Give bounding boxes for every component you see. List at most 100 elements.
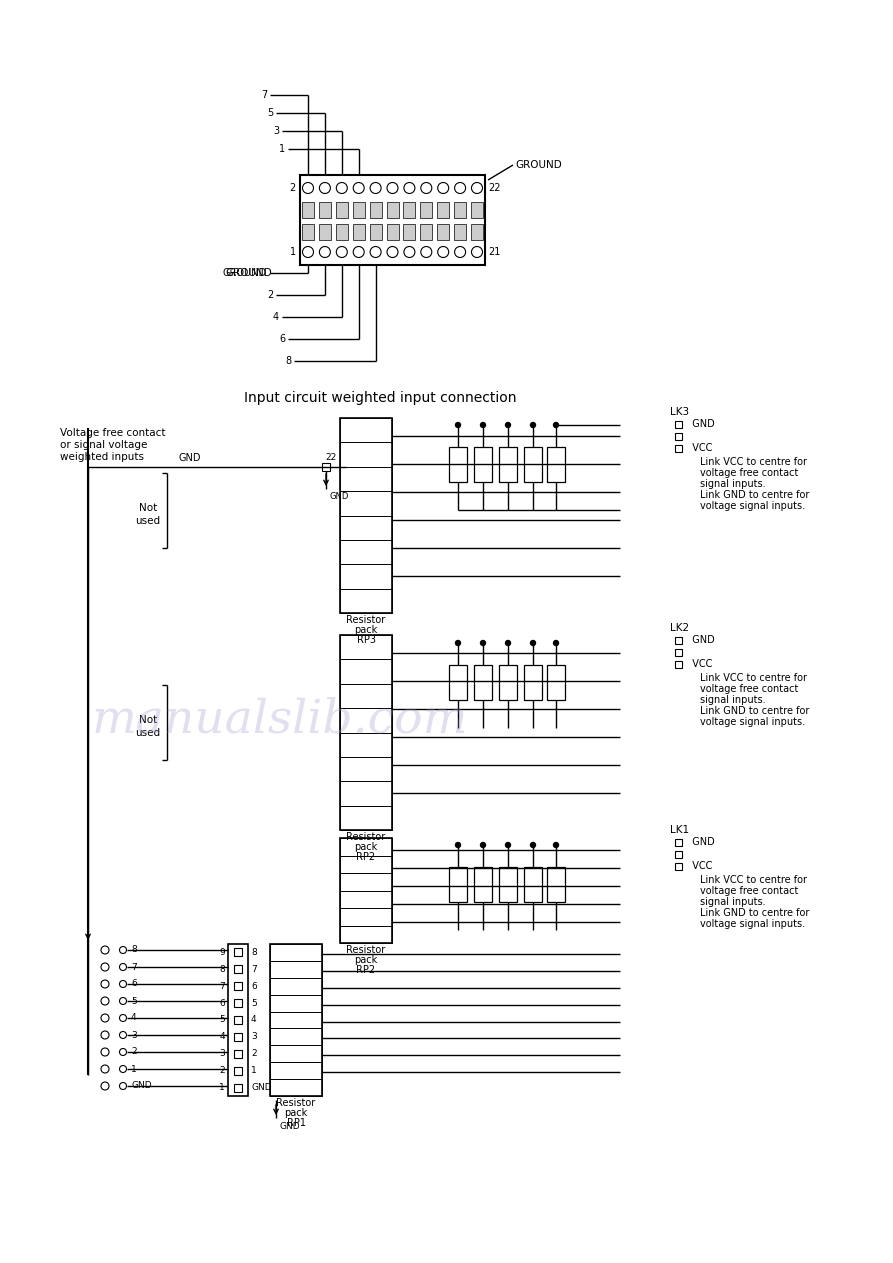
Bar xyxy=(270,1079,322,1096)
Text: 1: 1 xyxy=(251,1066,257,1075)
Circle shape xyxy=(370,246,381,258)
Text: 6: 6 xyxy=(131,980,137,989)
Bar xyxy=(270,978,322,995)
Text: pack: pack xyxy=(355,625,378,635)
Bar xyxy=(547,666,565,700)
Text: GND: GND xyxy=(131,1081,152,1090)
Text: 2: 2 xyxy=(220,1066,225,1075)
Text: 4: 4 xyxy=(273,312,279,322)
Bar xyxy=(340,683,392,709)
Text: 4: 4 xyxy=(131,1013,137,1023)
Circle shape xyxy=(530,842,536,847)
Bar xyxy=(319,202,331,218)
Circle shape xyxy=(472,246,482,258)
Text: GND: GND xyxy=(686,635,714,645)
Text: Not: Not xyxy=(139,503,157,513)
Bar xyxy=(234,1067,242,1075)
Text: 21: 21 xyxy=(488,248,500,256)
Text: 6: 6 xyxy=(220,999,225,1008)
Bar xyxy=(370,202,381,218)
Text: 6: 6 xyxy=(279,333,285,344)
Bar xyxy=(340,806,392,830)
Circle shape xyxy=(320,246,330,258)
Bar xyxy=(228,943,248,1096)
Bar xyxy=(270,995,322,1012)
Text: RP2: RP2 xyxy=(356,853,376,863)
Text: GND: GND xyxy=(251,1084,271,1092)
Bar xyxy=(421,202,432,218)
Text: 3: 3 xyxy=(131,1031,137,1039)
Text: VCC: VCC xyxy=(686,659,713,669)
Bar xyxy=(353,202,364,218)
Text: VCC: VCC xyxy=(686,443,713,453)
Text: GROUND: GROUND xyxy=(515,160,562,171)
Circle shape xyxy=(354,182,364,193)
Circle shape xyxy=(455,423,461,427)
Circle shape xyxy=(438,246,448,258)
Text: GND: GND xyxy=(686,837,714,847)
Text: 5: 5 xyxy=(267,109,273,117)
Bar xyxy=(340,491,392,515)
Bar xyxy=(499,866,517,902)
Bar xyxy=(336,224,347,240)
Circle shape xyxy=(354,246,364,258)
Bar xyxy=(547,447,565,482)
Bar xyxy=(404,224,415,240)
Bar xyxy=(474,447,492,482)
Circle shape xyxy=(505,423,511,427)
Circle shape xyxy=(101,962,109,971)
Text: GND: GND xyxy=(329,493,348,501)
Circle shape xyxy=(101,1048,109,1056)
Circle shape xyxy=(455,182,465,193)
Bar xyxy=(438,202,449,218)
Circle shape xyxy=(120,980,127,988)
Text: LK1: LK1 xyxy=(670,825,689,835)
Bar xyxy=(270,943,322,1096)
Bar xyxy=(340,908,392,926)
Bar xyxy=(270,1012,322,1028)
Circle shape xyxy=(505,640,511,645)
Bar xyxy=(340,733,392,757)
Bar xyxy=(449,666,467,700)
Text: 1: 1 xyxy=(290,248,296,256)
Text: Link VCC to centre for: Link VCC to centre for xyxy=(700,875,807,885)
Text: voltage signal inputs.: voltage signal inputs. xyxy=(700,501,805,512)
Bar xyxy=(455,202,466,218)
Text: Resistor: Resistor xyxy=(346,615,386,625)
Circle shape xyxy=(120,1014,127,1022)
Text: RP2: RP2 xyxy=(356,965,376,975)
Bar xyxy=(438,224,449,240)
Bar xyxy=(340,926,392,943)
Bar xyxy=(449,866,467,902)
Text: GROUND: GROUND xyxy=(225,268,271,278)
Text: 3: 3 xyxy=(273,126,279,136)
Bar xyxy=(674,863,681,869)
Circle shape xyxy=(120,946,127,954)
Bar xyxy=(322,464,330,471)
Bar xyxy=(524,666,542,700)
Text: weighted inputs: weighted inputs xyxy=(60,452,144,462)
Bar xyxy=(300,176,485,265)
Bar xyxy=(340,635,392,830)
Text: Voltage free contact: Voltage free contact xyxy=(60,428,165,438)
Bar xyxy=(340,890,392,908)
Text: 8: 8 xyxy=(220,965,225,974)
Bar xyxy=(674,445,681,451)
Bar xyxy=(340,837,392,855)
Text: VCC: VCC xyxy=(686,861,713,871)
Bar xyxy=(340,659,392,683)
Circle shape xyxy=(370,182,381,193)
Text: pack: pack xyxy=(355,955,378,965)
Text: 5: 5 xyxy=(251,999,257,1008)
Text: RP1: RP1 xyxy=(287,1118,305,1128)
Bar xyxy=(340,515,392,539)
Text: 1: 1 xyxy=(220,1084,225,1092)
Bar xyxy=(270,1062,322,1079)
Text: 6: 6 xyxy=(251,981,257,990)
Bar xyxy=(449,447,467,482)
Bar xyxy=(340,442,392,467)
Bar xyxy=(387,224,398,240)
Text: voltage free contact: voltage free contact xyxy=(700,685,798,693)
Text: 22: 22 xyxy=(325,452,337,461)
Bar xyxy=(336,202,347,218)
